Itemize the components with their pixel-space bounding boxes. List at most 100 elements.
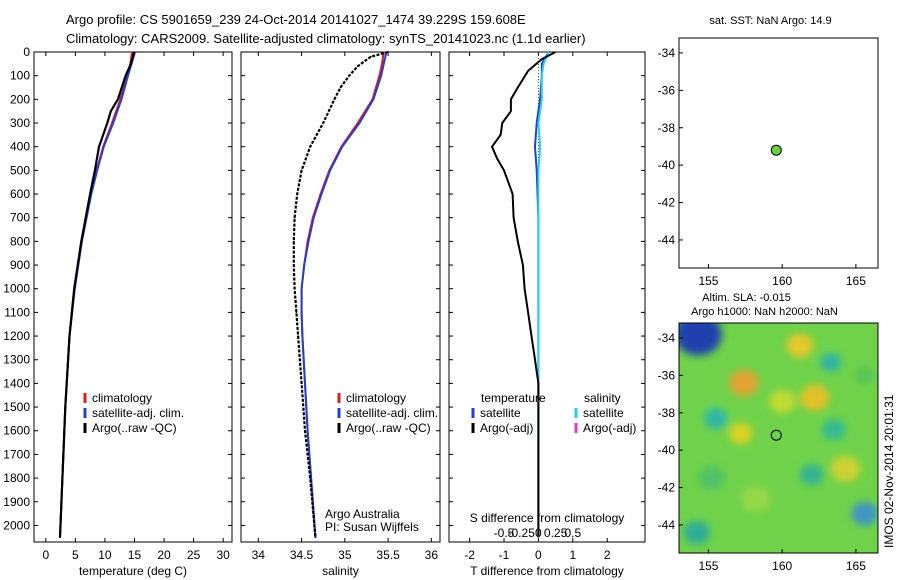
- temperature-point: [124, 74, 127, 77]
- salinity-point: [312, 216, 315, 219]
- temperature-ytick-label: 1700: [3, 447, 30, 461]
- difference-legend-label: Argo(-adj): [480, 421, 533, 435]
- difference-xtick2-label: -0.25: [508, 526, 536, 540]
- salinity-point: [372, 98, 375, 101]
- salinity-point: [309, 145, 312, 148]
- sla-map-anomaly: [729, 422, 753, 444]
- salinity-xtick-label: 34: [252, 548, 266, 562]
- salinity-point: [380, 74, 382, 77]
- salinity-point: [382, 63, 385, 65]
- salinity-point: [304, 382, 306, 385]
- salinity-point: [329, 169, 331, 172]
- salinity-point: [381, 63, 383, 65]
- sla-map-anomalies: [679, 323, 878, 545]
- difference-legend-header-t: temperature: [481, 391, 546, 405]
- difference-frame: [448, 51, 646, 543]
- temperature-point: [110, 110, 112, 112]
- sla-map-anomaly: [786, 333, 814, 358]
- sla-map-anomaly: [799, 384, 830, 412]
- difference-xlabel: T difference from climatology: [470, 564, 624, 578]
- difference-xtick2-label: 0.25: [544, 526, 568, 540]
- sla-map-anomaly: [740, 485, 771, 513]
- sst-map-ytick-label: -38: [658, 121, 676, 135]
- sla-map-anomaly: [729, 369, 759, 397]
- difference-series-2: [491, 51, 557, 538]
- temperature-xtick-label: 15: [128, 548, 142, 562]
- temperature-point: [106, 122, 109, 124]
- difference-xtick-label: -1: [499, 548, 510, 562]
- difference-xtick-label: 1: [569, 548, 576, 562]
- temperature-series-0: [59, 51, 134, 538]
- salinity-xtick-label: 35.5: [376, 548, 400, 562]
- temperature-point: [96, 169, 99, 172]
- temperature-ytick-label: 600: [10, 187, 30, 201]
- salinity-xtick-label: 35: [338, 548, 352, 562]
- salinity-point: [301, 335, 304, 337]
- temperature-ytick-label: 900: [10, 258, 30, 272]
- sla-map-anomaly: [768, 389, 796, 414]
- temperature-xtick-label: 10: [98, 548, 112, 562]
- sla-map-ytick-label: -44: [658, 518, 676, 532]
- salinity-point: [357, 65, 359, 68]
- annotation-line2: PI: Susan Wijffels: [325, 520, 419, 534]
- temperature-point: [120, 98, 123, 101]
- sla-map-anomaly: [683, 520, 710, 545]
- temperature-ytick-label: 500: [10, 163, 30, 177]
- sla-map-anomaly: [851, 501, 878, 526]
- salinity-frame: [240, 51, 441, 543]
- salinity-series-2: [292, 50, 389, 538]
- sla-map-anomaly: [704, 407, 728, 429]
- figure-title-line1: Argo profile: CS 5901659_239 24-Oct-2014…: [66, 12, 526, 27]
- temperature-series-1: [59, 51, 137, 538]
- sla-map-field: [679, 323, 878, 553]
- salinity-legend-label: satellite-adj. clim.: [346, 406, 438, 420]
- temperature-point: [133, 51, 135, 53]
- sst-map-title: sat. SST: NaN Argo: 14.9: [709, 15, 831, 27]
- salinity-point: [295, 311, 298, 314]
- salinity-point: [320, 193, 323, 195]
- temperature-point: [127, 74, 129, 77]
- salinity-point: [297, 335, 299, 337]
- temperature-xtick-label: 5: [72, 548, 79, 562]
- salinity-point: [314, 536, 317, 539]
- temperature-ytick-label: 1000: [3, 282, 30, 296]
- salinity-legend-label: climatology: [346, 391, 406, 405]
- sst-map-xtick-label: 155: [698, 274, 718, 288]
- sst-map-xtick-label: 165: [846, 274, 866, 288]
- difference-legend-label: Argo(-adj): [583, 421, 636, 435]
- temperature-xtick-label: 25: [187, 548, 201, 562]
- temperature-point: [89, 193, 91, 195]
- sst-map-ytick-label: -34: [658, 46, 676, 60]
- difference-xtick2-label: -0.5: [494, 526, 515, 540]
- temperature-point: [80, 240, 83, 243]
- temperature-xtick-label: 30: [216, 548, 230, 562]
- sla-map-anomaly: [820, 352, 842, 372]
- sst-map-ytick-label: -44: [658, 233, 676, 247]
- difference-xtick-label: -2: [464, 548, 475, 562]
- temperature-ytick-label: 700: [10, 211, 30, 225]
- temperature-ytick-label: 2000: [3, 518, 30, 532]
- difference-legend-label: satellite: [583, 406, 624, 420]
- temperature-ytick-label: 1200: [3, 329, 30, 343]
- salinity-point: [304, 429, 306, 432]
- salinity-point: [300, 169, 303, 172]
- temperature-legend-label: satellite-adj. clim.: [92, 406, 184, 420]
- difference-legend-header-s: salinity: [584, 391, 621, 405]
- temperature-point: [131, 51, 133, 53]
- difference-xtick-label: 0: [535, 548, 542, 562]
- sst-map-ytick-label: -40: [658, 158, 676, 172]
- sla-map-anomaly: [698, 466, 725, 491]
- side-timestamp: IMOS 02-Nov-2014 20:01:31: [882, 394, 896, 548]
- temperature-point: [61, 477, 64, 479]
- temperature-point: [64, 406, 67, 408]
- sst-map-ytick-label: -42: [658, 196, 676, 210]
- temperature-ytick-label: 1900: [3, 495, 30, 509]
- temperature-point: [68, 335, 71, 337]
- temperature-ytick-label: 1500: [3, 400, 30, 414]
- sla-map-heatmap: [679, 323, 878, 553]
- figure-title-line2: Climatology: CARS2009. Satellite-adjuste…: [66, 31, 586, 46]
- temperature-point: [98, 145, 100, 148]
- salinity-point: [292, 264, 295, 266]
- temperature-point: [73, 287, 75, 290]
- sla-map-anomaly: [679, 323, 722, 356]
